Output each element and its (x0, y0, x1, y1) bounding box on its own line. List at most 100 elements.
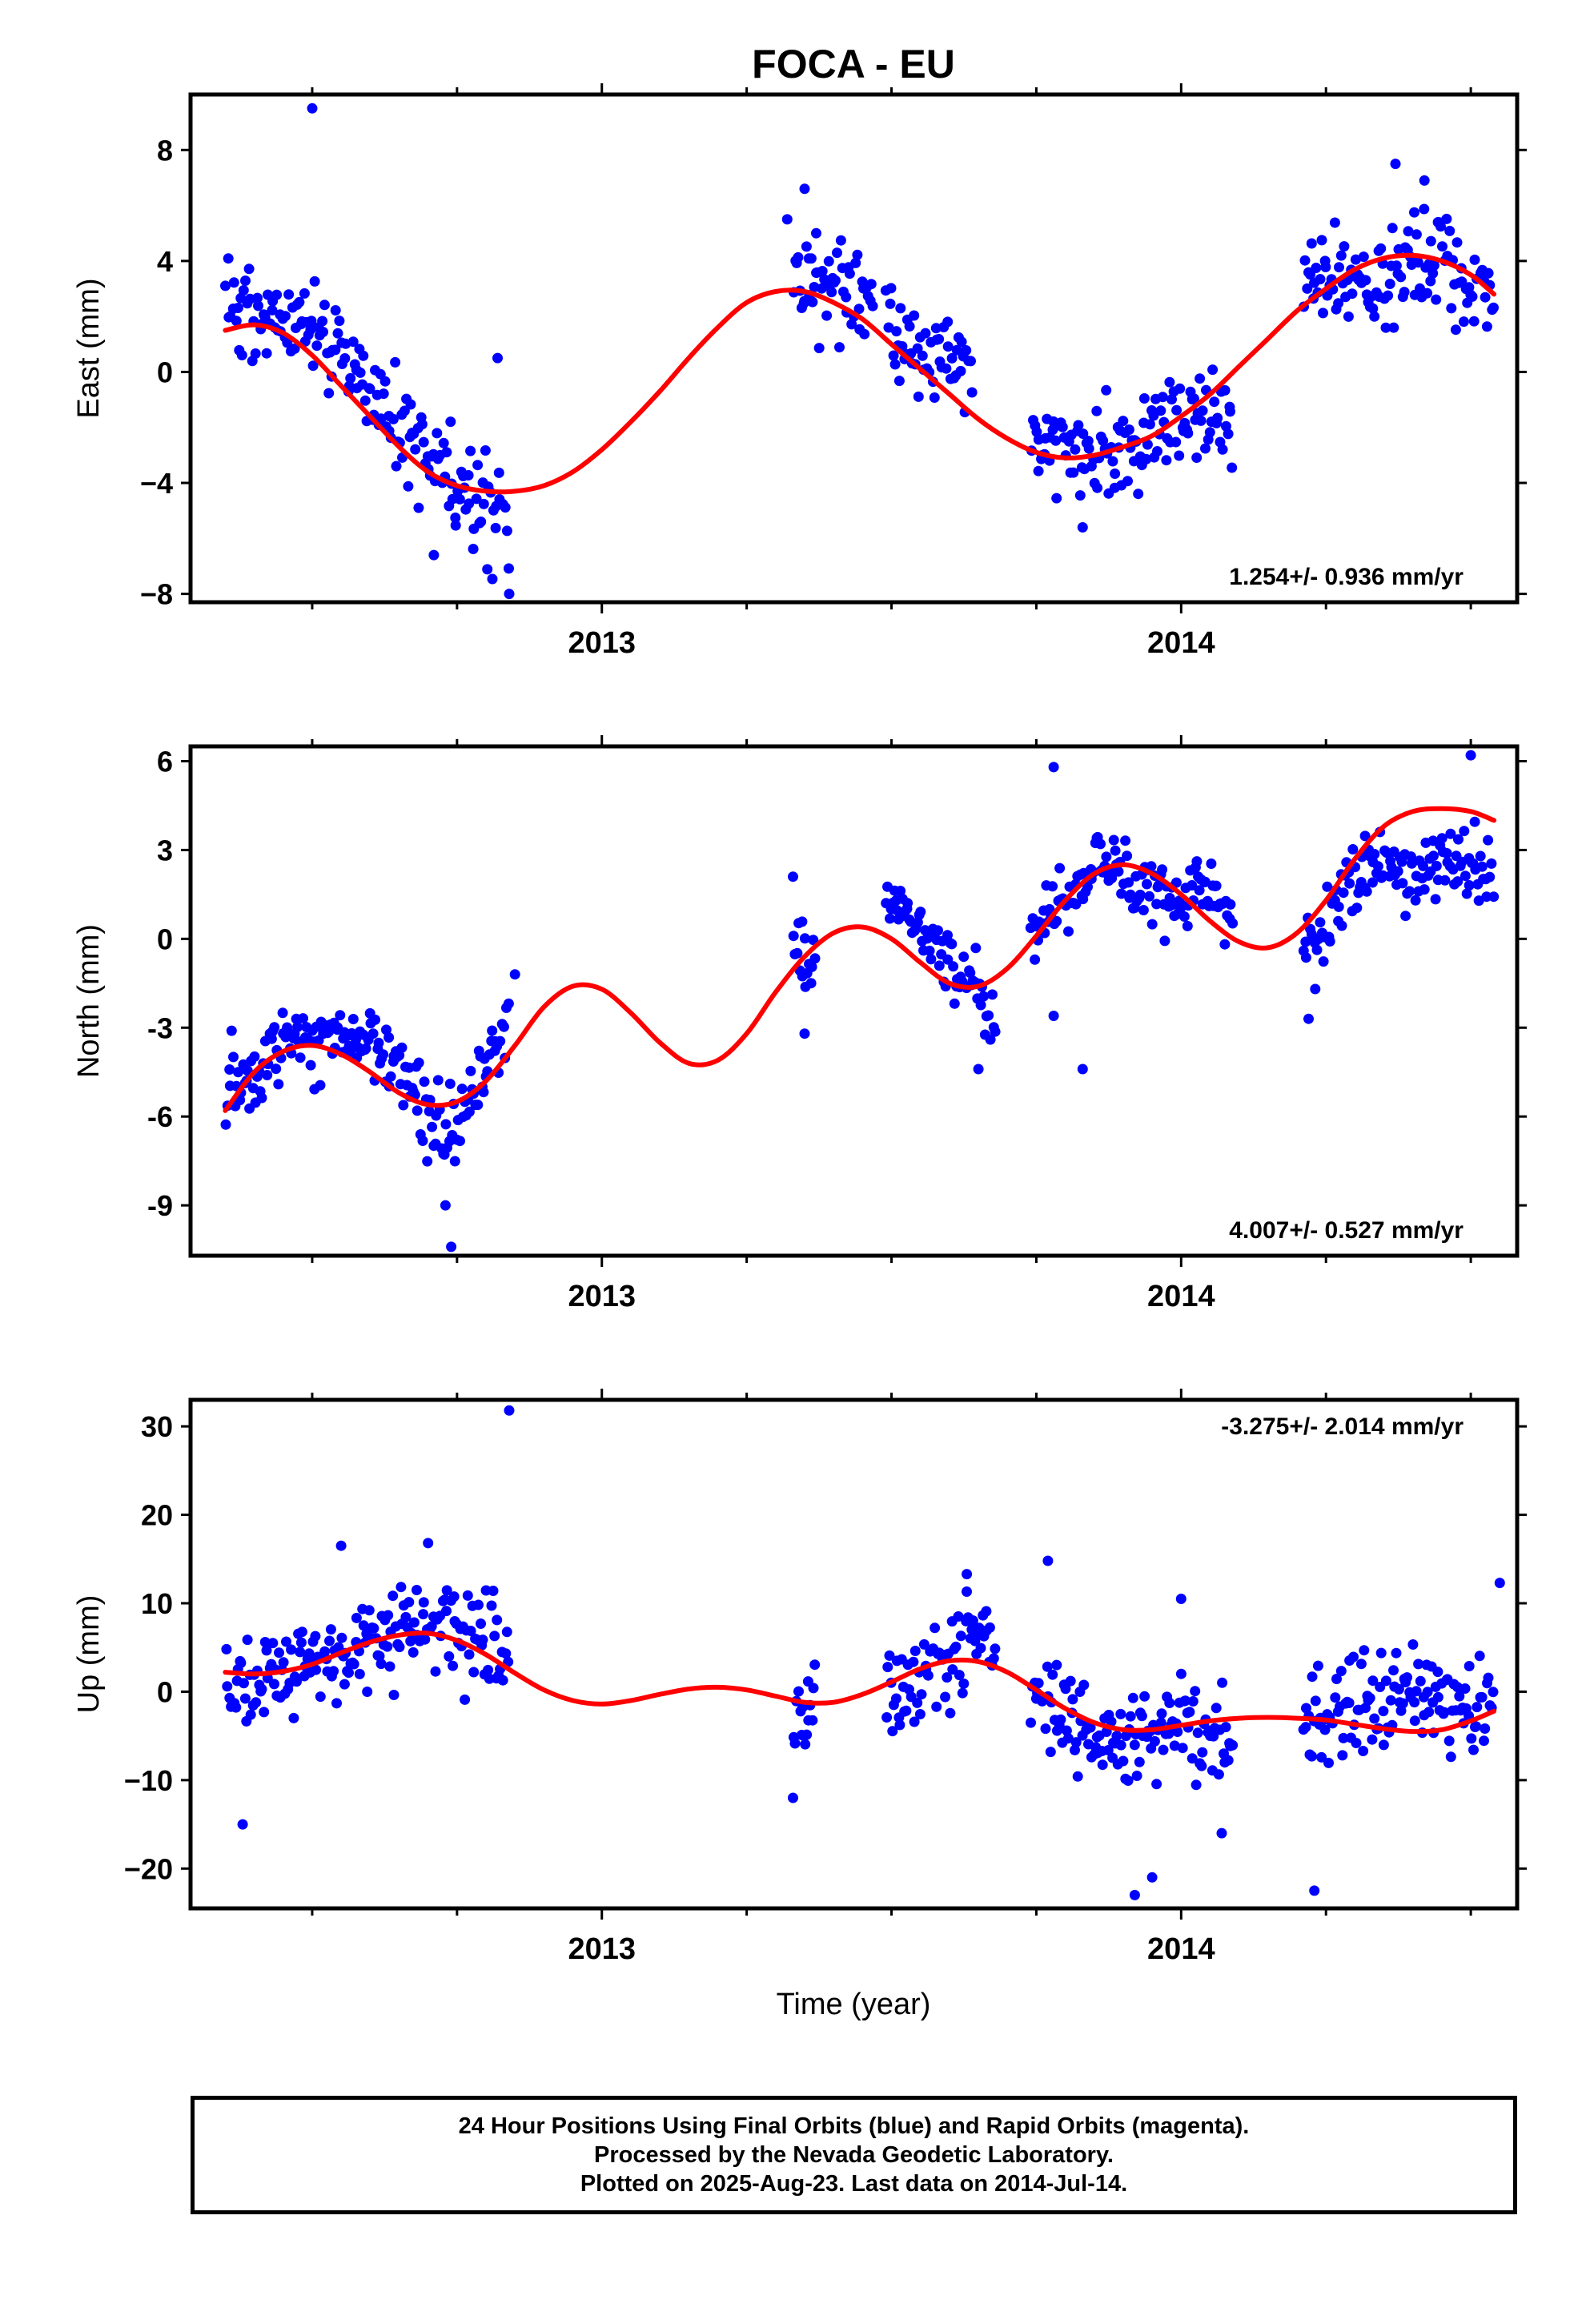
north-data-point (1475, 850, 1486, 862)
up-data-point (492, 1614, 503, 1626)
north-data-point (509, 969, 520, 980)
up-data-point (1494, 1578, 1505, 1589)
east-data-point (1073, 420, 1084, 431)
up-data-point (962, 1586, 972, 1597)
north-data-point (249, 1051, 260, 1062)
east-ytick-label: 0 (157, 356, 173, 388)
east-data-point (450, 513, 461, 523)
east-data-point (888, 350, 899, 361)
east-data-point (318, 327, 328, 337)
east-data-point (1107, 456, 1118, 467)
north-data-point (1125, 889, 1136, 900)
up-data-point (1483, 1672, 1494, 1683)
east-data-point (465, 445, 476, 456)
up-data-point (1343, 1698, 1355, 1708)
north-model-curve (223, 806, 1497, 1113)
east-data-point (1350, 254, 1361, 265)
east-data-point (1191, 452, 1203, 463)
east-data-point (1152, 446, 1162, 456)
east-data-point (793, 251, 804, 263)
up-data-point (1335, 1666, 1347, 1677)
up-data-point (945, 1707, 956, 1719)
up-data-point (881, 1712, 893, 1723)
north-data-point (1428, 850, 1439, 862)
up-data-point (1300, 1722, 1311, 1733)
up-data-point (1118, 1755, 1129, 1767)
east-data-point (476, 517, 487, 527)
east-data-point (781, 214, 793, 225)
up-data-point (1175, 1594, 1186, 1604)
east-ytick-label: −8 (140, 578, 173, 611)
up-data-point (908, 1656, 919, 1667)
north-data-point (233, 1067, 243, 1078)
east-data-point (807, 296, 818, 308)
north-data-point (948, 961, 959, 972)
north-data-point (1108, 834, 1119, 846)
east-ytick-label: 8 (157, 134, 173, 167)
east-xtick-label: 2014 (1147, 626, 1215, 660)
up-data-point (1488, 1687, 1499, 1698)
up-data-point (1134, 1756, 1145, 1767)
east-data-point (955, 365, 966, 376)
up-data-point (269, 1679, 279, 1690)
east-data-point (1078, 428, 1089, 440)
east-data-point (1142, 439, 1153, 450)
east-data-point (463, 470, 474, 480)
east-data-point (844, 268, 855, 279)
north-data-point (495, 1035, 506, 1047)
up-data-point (1443, 1735, 1455, 1747)
up-data-point (1184, 1707, 1195, 1718)
north-data-point (1101, 851, 1112, 862)
north-data-point (1082, 881, 1093, 892)
up-data-point (1042, 1661, 1053, 1672)
north-data-point (1211, 880, 1222, 891)
up-data-point (296, 1626, 307, 1638)
up-data-point (501, 1626, 512, 1638)
east-data-point (1123, 424, 1134, 435)
north-xtick-label: 2013 (568, 1280, 636, 1313)
up-data-point (1211, 1703, 1222, 1714)
up-data-point (1149, 1735, 1160, 1747)
east-data-point (1435, 221, 1446, 232)
up-data-point (281, 1636, 291, 1647)
north-data-point (446, 1241, 457, 1252)
north-data-point (1144, 891, 1155, 902)
north-data-point (1153, 879, 1164, 891)
east-model-curve (223, 252, 1497, 495)
up-data-point (909, 1716, 920, 1727)
up-data-point (901, 1705, 912, 1716)
north-data-point (465, 1065, 476, 1076)
north-data-point (262, 1070, 273, 1080)
east-data-point (1077, 522, 1088, 533)
north-data-point (1469, 816, 1480, 827)
north-data-point (1439, 875, 1451, 886)
up-data-point (788, 1792, 798, 1803)
north-data-point (412, 1105, 423, 1116)
east-data-point (946, 352, 958, 364)
up-data-point (497, 1675, 508, 1686)
north-data-point (975, 999, 986, 1011)
up-data-point (1040, 1723, 1051, 1735)
up-data-point (882, 1662, 893, 1673)
up-data-point (348, 1659, 359, 1670)
up-xtick-label: 2014 (1147, 1932, 1215, 1966)
east-data-point (375, 413, 387, 424)
up-data-point (441, 1606, 452, 1617)
east-data-point (359, 395, 371, 406)
north-data-point (915, 907, 926, 918)
up-data-point (1033, 1678, 1044, 1689)
up-data-point (310, 1630, 321, 1642)
north-data-point (1486, 858, 1497, 869)
up-ytick-label: 0 (157, 1675, 173, 1708)
up-data-point (1045, 1747, 1056, 1758)
up-data-point (1364, 1692, 1375, 1703)
east-data-point (1329, 217, 1340, 228)
up-data-point (967, 1615, 978, 1626)
east-data-point (1098, 435, 1109, 446)
up-data-point (962, 1569, 973, 1580)
north-data-point (335, 1010, 346, 1021)
up-data-point (444, 1651, 455, 1662)
up-data-point (808, 1683, 819, 1694)
north-ytick-label: -6 (147, 1100, 173, 1133)
